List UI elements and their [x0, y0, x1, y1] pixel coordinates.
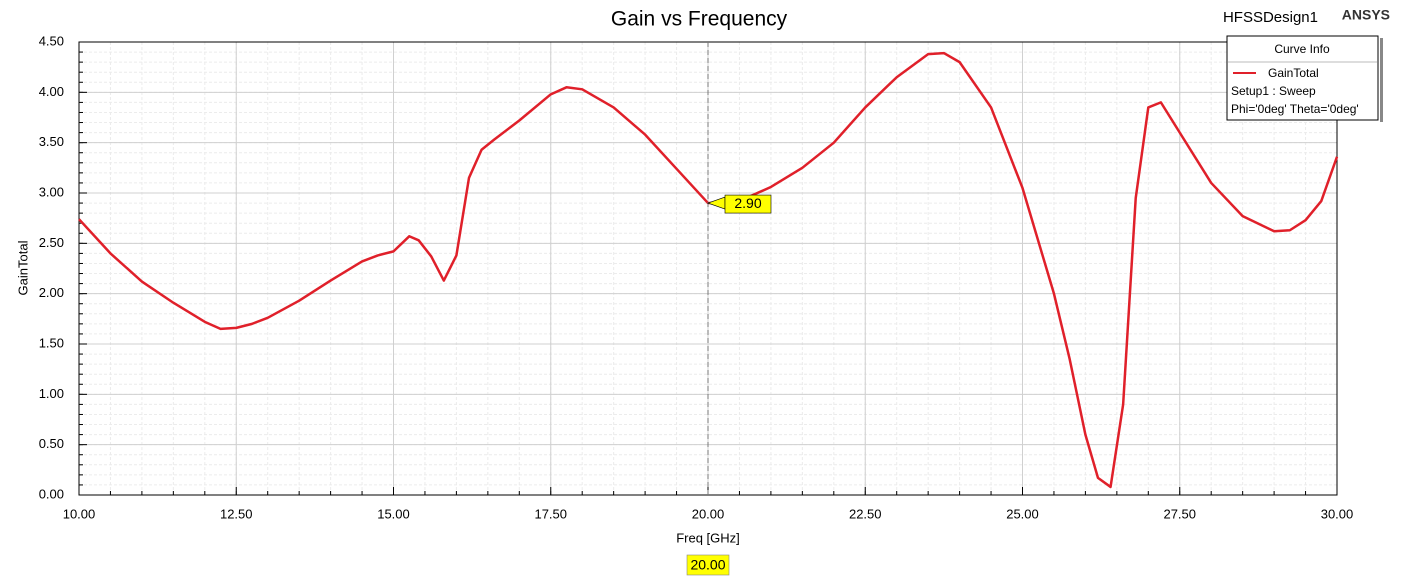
x-tick-label: 20.00	[692, 506, 725, 521]
y-tick-label: 3.50	[39, 134, 64, 149]
y-tick-label: 1.50	[39, 335, 64, 350]
x-tick-label: 22.50	[849, 506, 882, 521]
y-tick-label: 0.00	[39, 486, 64, 501]
series-line	[78, 51, 1339, 489]
legend-note: Phi='0deg' Theta='0deg'	[1231, 102, 1359, 116]
y-tick-label: 0.50	[39, 436, 64, 451]
x-tick-label: 25.00	[1006, 506, 1039, 521]
legend-box	[1226, 35, 1379, 121]
y-tick-label: 2.50	[39, 235, 64, 250]
x-tick-label: 17.50	[534, 506, 567, 521]
x-tick-label: 12.50	[220, 506, 253, 521]
chart-title: Gain vs Frequency	[611, 8, 788, 31]
legend-shadow	[1380, 38, 1383, 122]
legend: Curve Info GainTotal Setup1 : Sweep Phi=…	[1226, 35, 1383, 122]
y-tick-label: 3.00	[39, 184, 64, 199]
x-tick-label: 15.00	[377, 506, 410, 521]
y-tick-label: 4.50	[39, 33, 64, 48]
x-tick-label: 27.50	[1163, 506, 1196, 521]
marker-label: 2.90	[734, 195, 761, 211]
y-tick-label: 4.00	[39, 84, 64, 99]
marker-x-box	[686, 554, 730, 576]
brand: ANSYS	[1342, 7, 1390, 23]
marker-x-label: 20.00	[690, 557, 725, 573]
design-name: HFSSDesign1	[1223, 9, 1318, 26]
legend-label: GainTotal	[1268, 66, 1319, 80]
y-axis-label: GainTotal	[15, 240, 30, 295]
y-tick-label: 2.00	[39, 285, 64, 300]
x-axis-label: Freq [GHz]	[676, 530, 740, 545]
marker-label-box	[724, 194, 772, 214]
legend-note: Setup1 : Sweep	[1231, 84, 1316, 98]
legend-title: Curve Info	[1274, 42, 1330, 56]
x-tick-label: 10.00	[63, 506, 96, 521]
y-tick-label: 1.00	[39, 386, 64, 401]
x-tick-label: 30.00	[1321, 506, 1354, 521]
